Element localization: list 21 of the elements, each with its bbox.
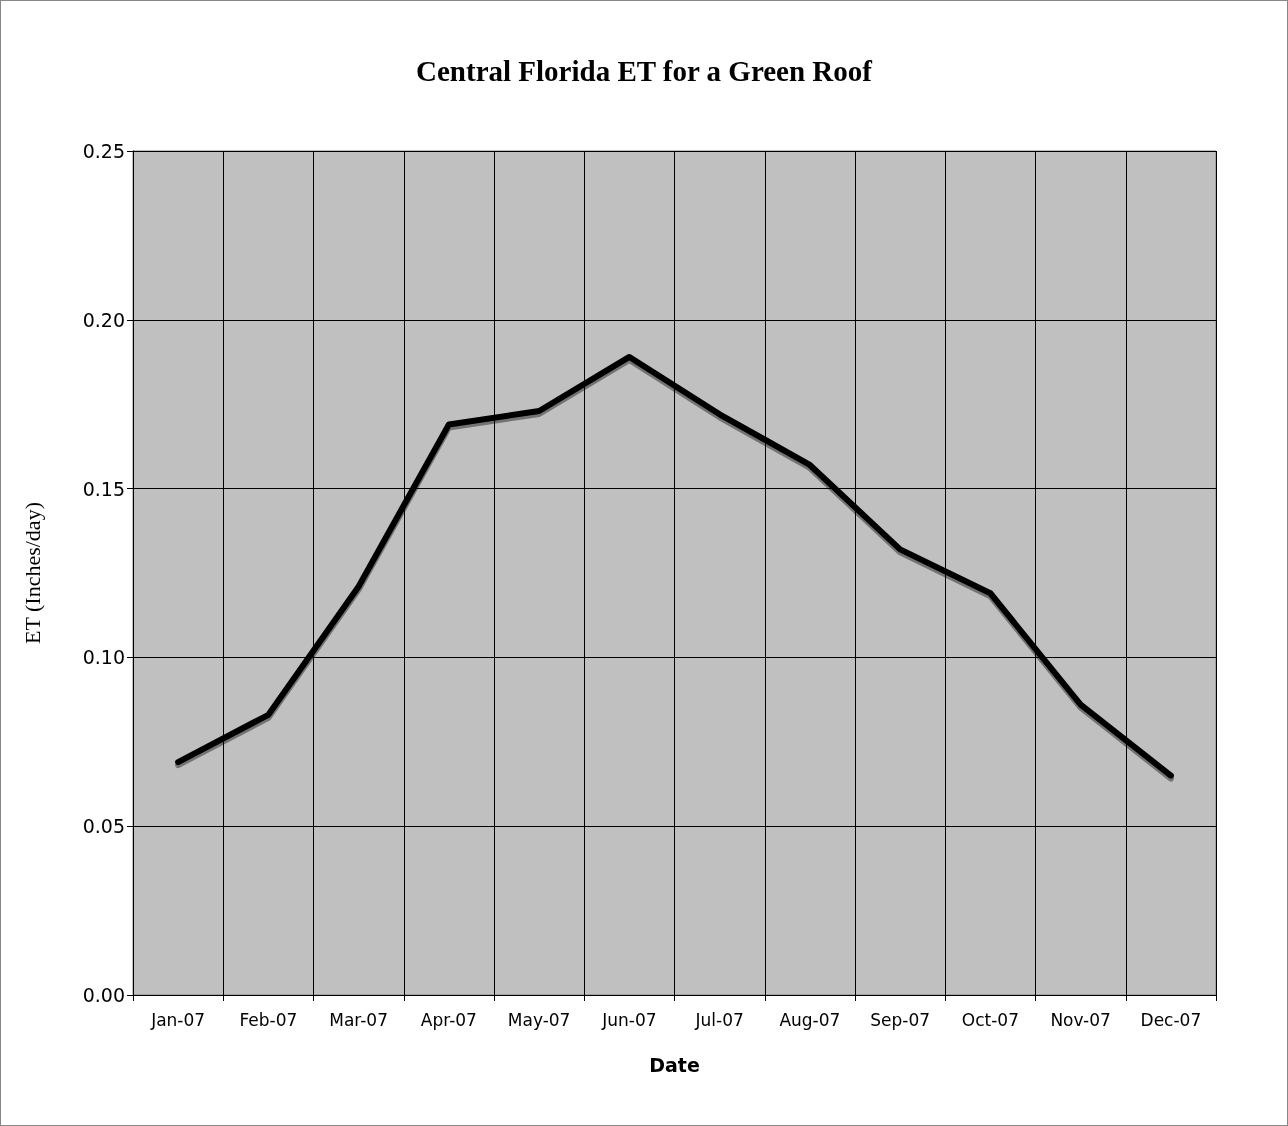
chart-title: Central Florida ET for a Green Roof (416, 54, 873, 87)
x-tick-label: Feb-07 (239, 1009, 298, 1030)
x-tick-label: Jan-07 (150, 1009, 206, 1030)
y-tick-label: 0.15 (82, 477, 125, 500)
y-tick-label: 0.20 (82, 308, 125, 331)
y-tick-label: 0.25 (82, 140, 125, 162)
x-tick-label: Sep-07 (870, 1009, 931, 1030)
x-tick-label: May-07 (507, 1009, 571, 1030)
y-tick-label: 0.05 (82, 815, 125, 838)
y-tick-label: 0.00 (82, 984, 125, 1006)
x-tick-label: Jun-07 (601, 1009, 657, 1030)
x-tick-label: Mar-07 (329, 1009, 389, 1030)
x-tick-label: Aug-07 (779, 1009, 841, 1030)
y-tick-label: 0.10 (82, 646, 125, 669)
x-tick-label: Nov-07 (1050, 1009, 1111, 1030)
x-tick-label: Apr-07 (420, 1009, 477, 1030)
y-axis-title: ET (Inches/day) (19, 502, 45, 644)
x-axis-title: Date (649, 1053, 700, 1076)
x-tick-label: Oct-07 (961, 1009, 1019, 1030)
x-tick-label: Jul-07 (694, 1009, 744, 1030)
x-tick-label: Dec-07 (1140, 1009, 1202, 1030)
